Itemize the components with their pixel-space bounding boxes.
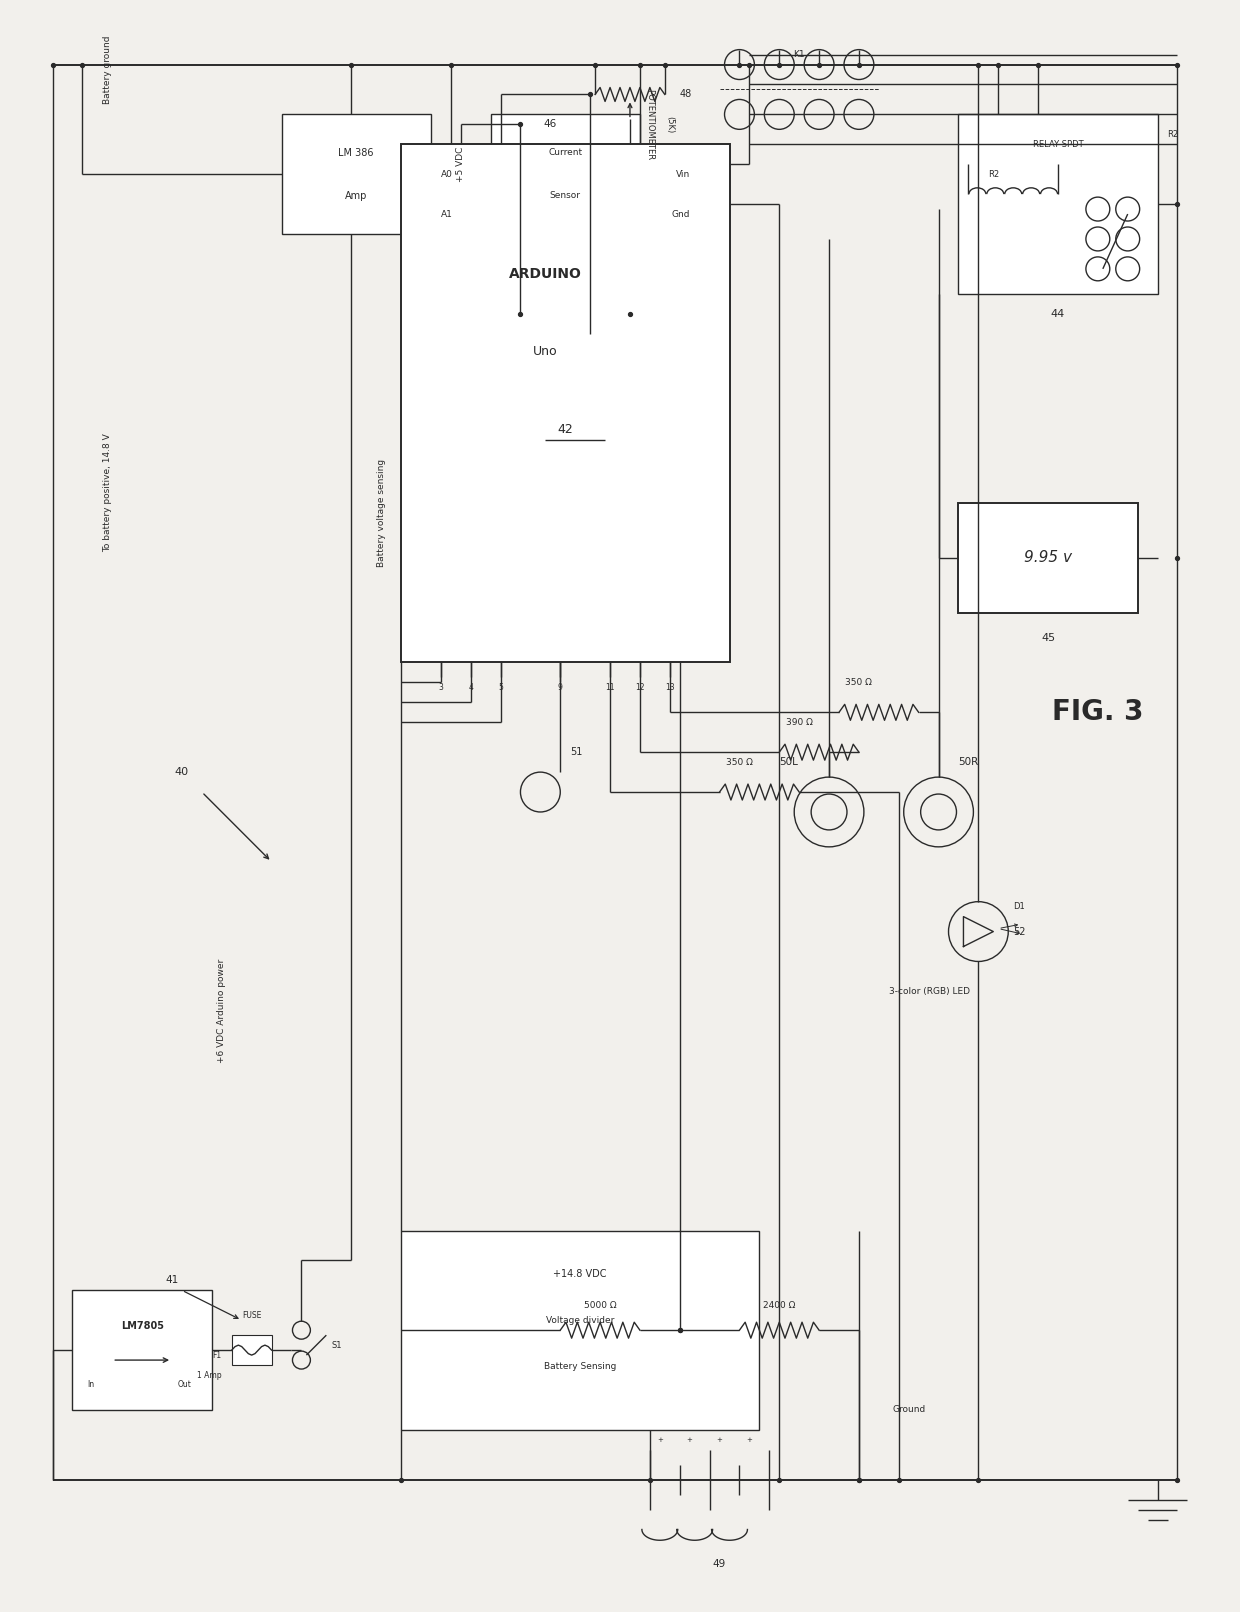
Bar: [959, 503, 1137, 613]
Text: Ground: Ground: [892, 1406, 925, 1414]
Text: Vin: Vin: [676, 169, 689, 179]
Text: 3: 3: [439, 683, 443, 692]
Text: FUSE: FUSE: [242, 1311, 262, 1320]
Text: +6 VDC Arduino power: +6 VDC Arduino power: [217, 959, 226, 1064]
Text: +5 VDC: +5 VDC: [456, 147, 465, 182]
Text: K1: K1: [794, 50, 805, 60]
Text: Gnd: Gnd: [671, 210, 689, 219]
Text: A1: A1: [440, 210, 453, 219]
Text: Out: Out: [179, 1380, 192, 1390]
Text: +14.8 VDC: +14.8 VDC: [553, 1269, 606, 1280]
Text: 9.95 v: 9.95 v: [1024, 550, 1073, 566]
Bar: [491, 114, 640, 234]
Text: +: +: [717, 1436, 723, 1443]
Text: ARDUINO: ARDUINO: [508, 268, 582, 280]
Text: POTENTIOMETER: POTENTIOMETER: [645, 89, 655, 160]
Text: 2400 Ω: 2400 Ω: [763, 1301, 796, 1311]
Bar: [232, 1335, 272, 1365]
Text: To battery positive, 14.8 V: To battery positive, 14.8 V: [103, 434, 112, 553]
Text: 1 Amp: 1 Amp: [197, 1370, 222, 1380]
Text: R2: R2: [1168, 131, 1179, 139]
Text: LM7805: LM7805: [120, 1322, 164, 1332]
Text: 44: 44: [1052, 310, 1065, 319]
Text: 11: 11: [605, 683, 615, 692]
Text: Voltage divider: Voltage divider: [546, 1315, 614, 1325]
Text: 350 Ω: 350 Ω: [846, 679, 873, 687]
Text: +: +: [657, 1436, 662, 1443]
Text: 350 Ω: 350 Ω: [727, 758, 753, 767]
Text: 4: 4: [469, 683, 474, 692]
Text: 390 Ω: 390 Ω: [786, 717, 812, 727]
Text: 42: 42: [557, 422, 573, 435]
Text: D1: D1: [1013, 903, 1025, 911]
Text: Amp: Amp: [345, 190, 367, 202]
Text: RELAY SPDT: RELAY SPDT: [1033, 140, 1084, 148]
Bar: [959, 114, 1158, 293]
Text: 12: 12: [635, 683, 645, 692]
Text: 51: 51: [570, 748, 583, 758]
Bar: [281, 114, 430, 234]
Bar: [401, 1230, 759, 1430]
Text: LM 386: LM 386: [339, 148, 374, 158]
Text: +: +: [746, 1436, 753, 1443]
Text: In: In: [87, 1380, 94, 1390]
Text: 48: 48: [680, 89, 692, 100]
Text: Sensor: Sensor: [549, 192, 580, 200]
Text: 50L: 50L: [779, 758, 799, 767]
Text: R2: R2: [988, 169, 999, 179]
Text: FIG. 3: FIG. 3: [1052, 698, 1143, 727]
Text: 9: 9: [558, 683, 563, 692]
Bar: [72, 1290, 212, 1410]
Text: +: +: [687, 1436, 693, 1443]
Text: Current: Current: [548, 148, 583, 156]
Text: 52: 52: [1013, 927, 1025, 937]
Text: 40: 40: [175, 767, 188, 777]
Text: 49: 49: [713, 1559, 727, 1570]
Text: 3-color (RGB) LED: 3-color (RGB) LED: [889, 987, 970, 996]
Text: Uno: Uno: [533, 345, 558, 358]
Text: 41: 41: [165, 1275, 179, 1285]
Text: 5: 5: [498, 683, 503, 692]
Text: (5K): (5K): [666, 116, 675, 132]
Bar: [401, 145, 729, 663]
Text: 45: 45: [1042, 632, 1055, 643]
Text: Battery Sensing: Battery Sensing: [544, 1362, 616, 1370]
Text: 46: 46: [543, 119, 557, 129]
Text: A0: A0: [440, 169, 453, 179]
Text: Battery voltage sensing: Battery voltage sensing: [377, 459, 386, 567]
Text: 5000 Ω: 5000 Ω: [584, 1301, 616, 1311]
Text: F1: F1: [213, 1351, 222, 1359]
Text: S1: S1: [331, 1341, 342, 1349]
Text: 50R: 50R: [959, 758, 978, 767]
Text: Battery ground: Battery ground: [103, 35, 112, 105]
Text: 13: 13: [665, 683, 675, 692]
